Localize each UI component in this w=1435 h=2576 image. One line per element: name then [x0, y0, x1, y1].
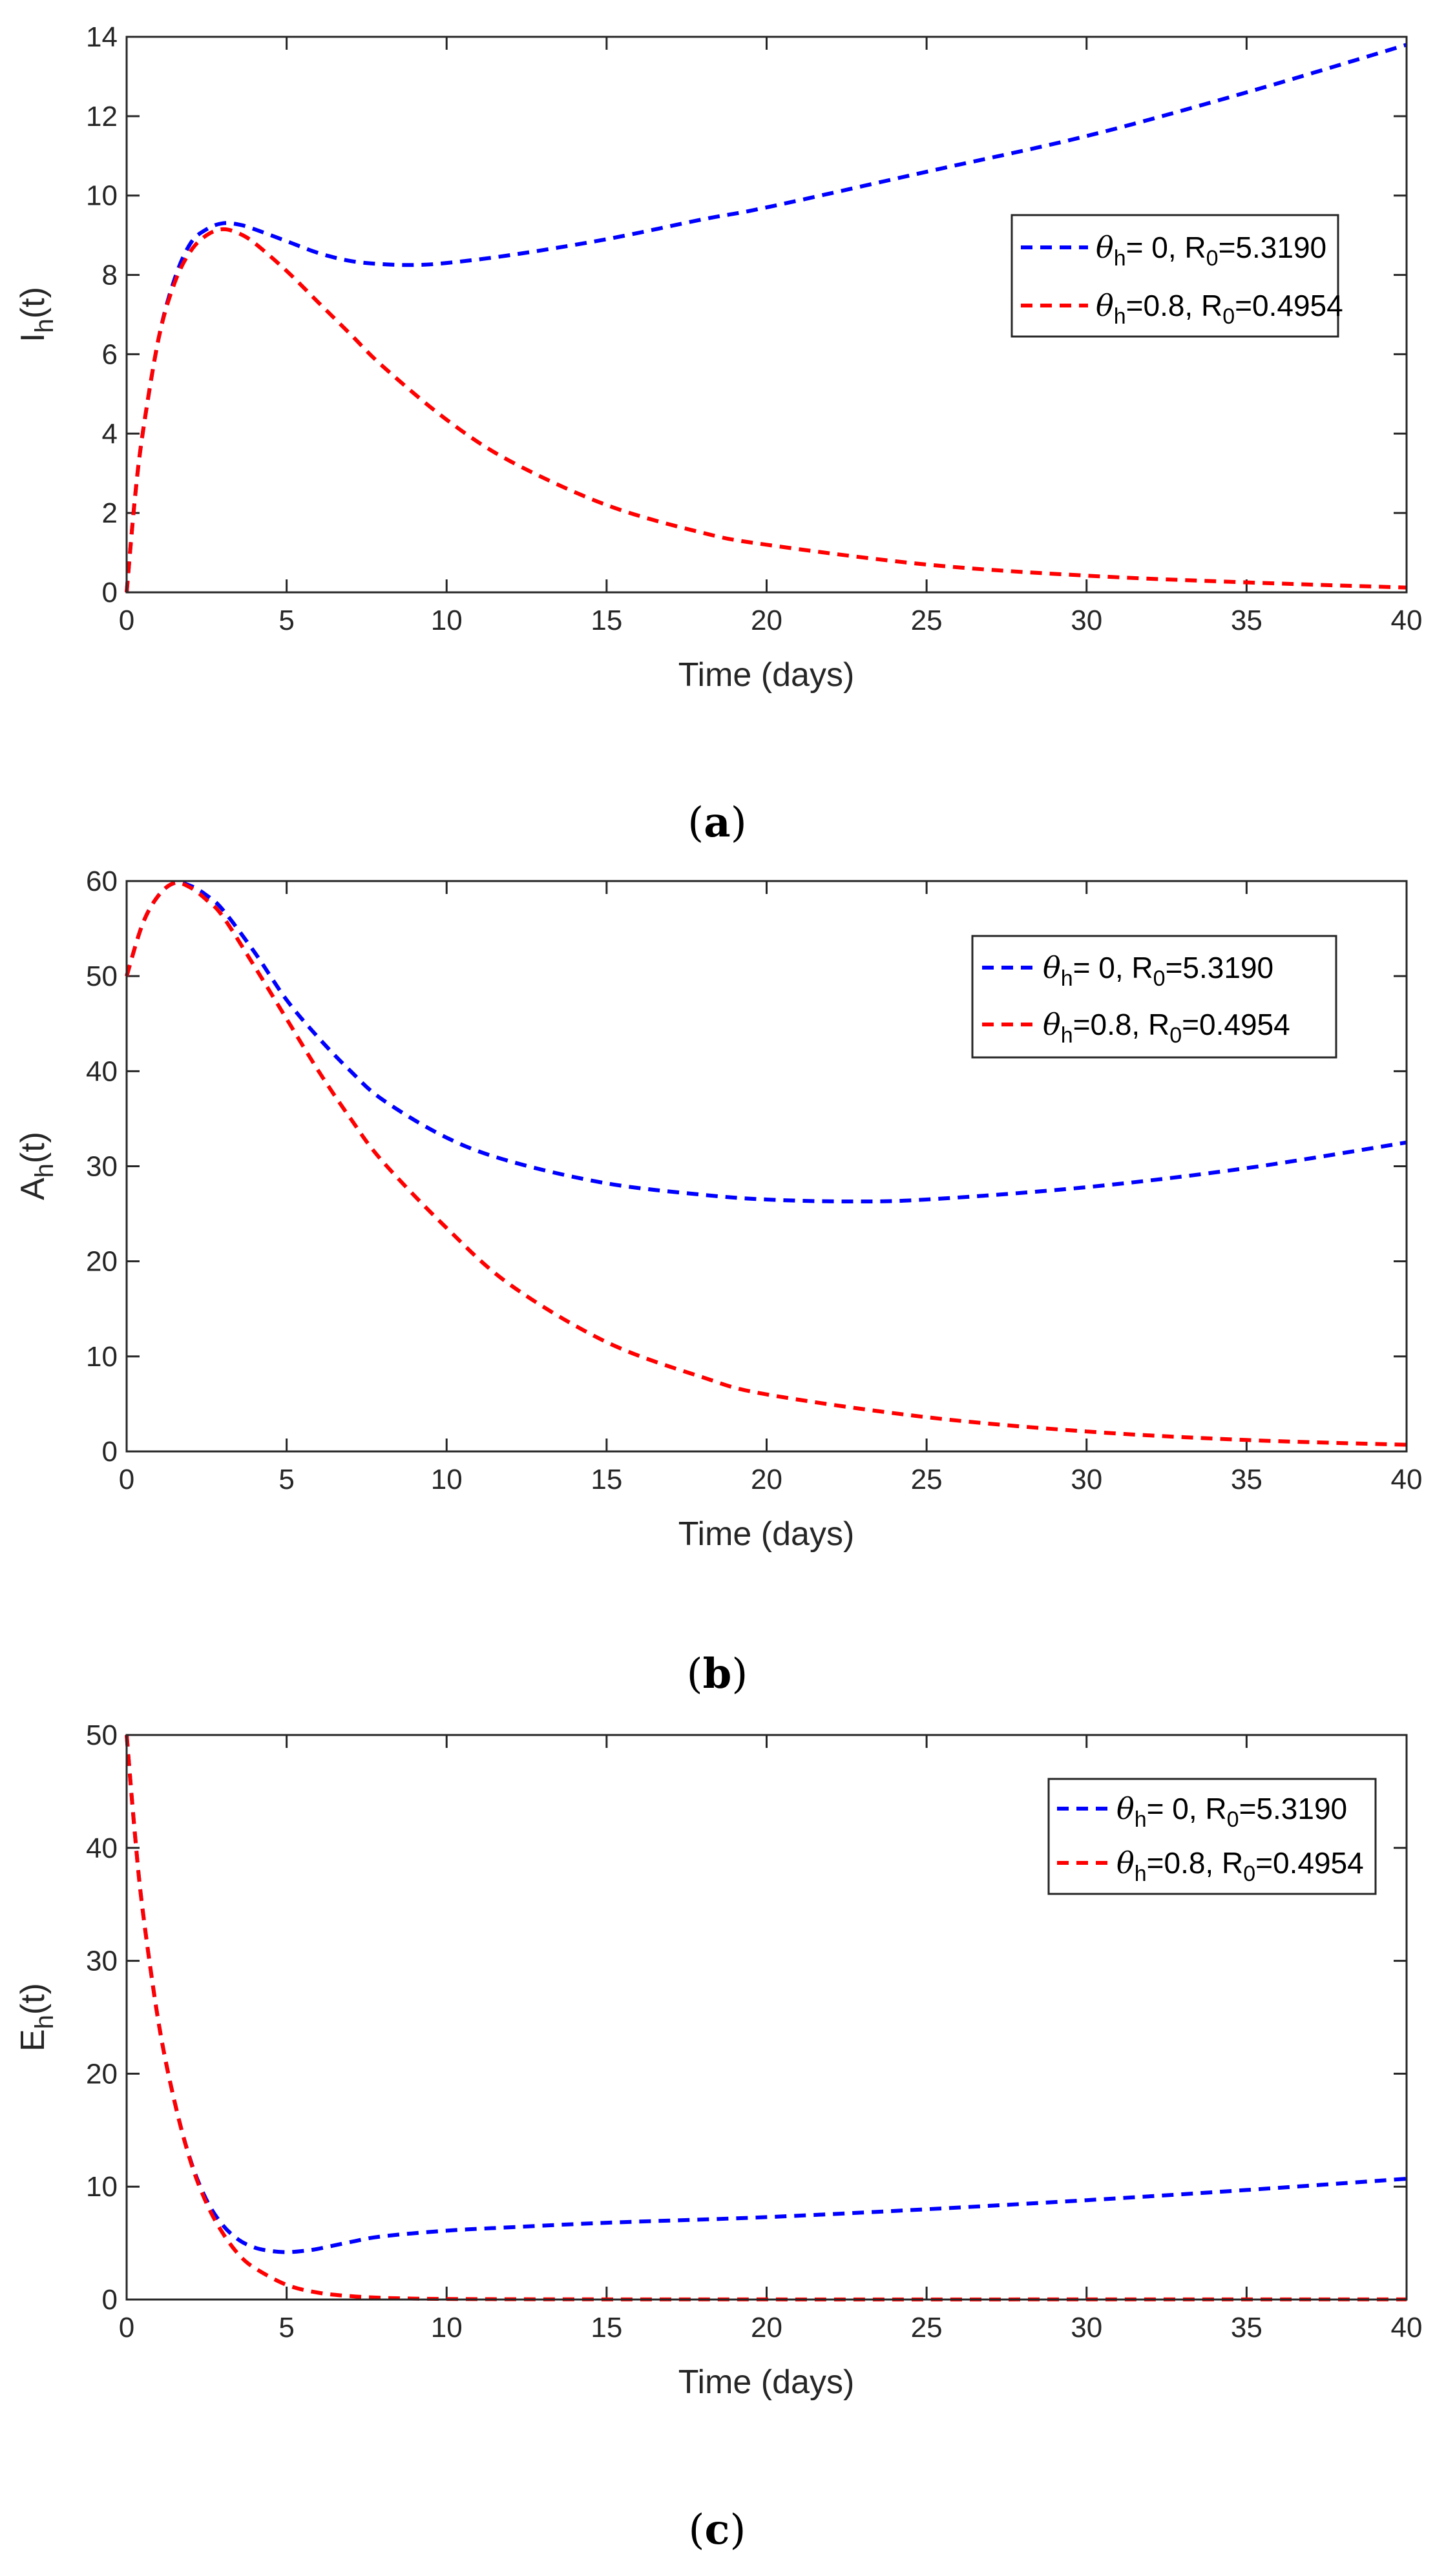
chart-a-axes-box [125, 36, 1408, 594]
chart-c-xtick-label: 0 [119, 2312, 134, 2343]
chart-b-axes-box [125, 880, 1408, 1453]
chart-c-xtick-labels: 0 5 10 15 20 25 30 35 40 [119, 2312, 1423, 2343]
chart-a: 0 5 10 15 20 25 30 35 40 0 2 4 6 8 10 12 14 Time (days)… [14, 21, 1422, 847]
chart-b-ytick-label: 30 [86, 1151, 118, 1183]
chart-a-xtick-label: 10 [431, 605, 463, 636]
chart-a-ytick-label: 12 [86, 101, 118, 132]
chart-a-ytick-label: 2 [102, 497, 118, 529]
chart-c-ytick-label: 10 [86, 2171, 118, 2203]
chart-b-ytick-label: 40 [86, 1055, 118, 1087]
chart-c-xtick-label: 5 [278, 2312, 294, 2343]
chart-a-ytick-label: 6 [102, 338, 118, 370]
chart-b-panel-label: (b) [687, 1650, 748, 1698]
chart-c-legend-box [1047, 1778, 1377, 1895]
chart-c-legend: θh= 0, R0=5.3190 θh=0.8, R0=0.4954 [1047, 1778, 1377, 1895]
chart-b-xtick-label: 25 [911, 1464, 943, 1495]
chart-a-xlabel: Time (days) [678, 656, 855, 694]
chart-b-ytick-label: 0 [102, 1436, 118, 1468]
chart-b-ytick-label: 10 [86, 1341, 118, 1373]
chart-a-ytick-label: 4 [102, 418, 118, 450]
chart-a-legend-label-1: θh= 0, R0=5.3190 [1096, 230, 1326, 271]
chart-b-ytick-labels: 0 10 20 30 40 50 60 [86, 866, 118, 1468]
chart-a-xtick-label: 20 [751, 605, 782, 636]
chart-a-ytick-label: 0 [102, 577, 118, 608]
chart-a-ylabel: Ih(t) [14, 287, 59, 342]
chart-a-legend-label-2: θh=0.8, R0=0.4954 [1096, 288, 1343, 329]
chart-a-ytick-label: 8 [102, 260, 118, 291]
chart-a-ytick-label: 10 [86, 180, 118, 212]
chart-b-xtick-label: 5 [278, 1464, 294, 1495]
chart-c-xtick-label: 35 [1231, 2312, 1262, 2343]
chart-a-xtick-label: 35 [1231, 605, 1262, 636]
chart-b-series-2-line [125, 880, 1407, 1447]
chart-c-ytick-label: 20 [86, 2058, 118, 2090]
chart-c-axes-box [125, 1734, 1408, 2301]
chart-a-legend-box [1011, 214, 1339, 338]
chart-c: 0 5 10 15 20 25 30 35 40 0 10 20 30 40 50 Time (days)… [14, 1719, 1422, 2554]
chart-b-xlabel: Time (days) [678, 1515, 855, 1553]
chart-a-xtick-label: 5 [278, 605, 294, 636]
chart-c-xlabel: Time (days) [678, 2363, 855, 2401]
chart-a-series [125, 43, 1407, 593]
chart-a-xtick-label: 0 [119, 605, 134, 636]
chart-b-ytick-label: 60 [86, 866, 118, 897]
chart-c-xtick-label: 25 [911, 2312, 943, 2343]
chart-c-legend-label-1: θh= 0, R0=5.3190 [1116, 1791, 1347, 1832]
chart-c-xtick-label: 15 [591, 2312, 622, 2343]
chart-b-xtick-label: 35 [1231, 1464, 1262, 1495]
chart-b-xtick-label: 40 [1391, 1464, 1423, 1495]
chart-b-legend-label-1: θh= 0, R0=5.3190 [1043, 950, 1273, 991]
chart-c-ytick-label: 40 [86, 1833, 118, 1864]
chart-b-xtick-label: 15 [591, 1464, 622, 1495]
chart-b-ytick-label: 20 [86, 1246, 118, 1278]
chart-a-xtick-label: 15 [591, 605, 622, 636]
chart-b-legend-label-2: θh=0.8, R0=0.4954 [1043, 1007, 1290, 1048]
chart-c-xtick-label: 20 [751, 2312, 782, 2343]
chart-c-ytick-label: 30 [86, 1946, 118, 1977]
chart-b-legend: θh= 0, R0=5.3190 θh=0.8, R0=0.4954 [971, 935, 1337, 1059]
chart-c-xtick-label: 30 [1071, 2312, 1102, 2343]
chart-a-xtick-label: 30 [1071, 605, 1102, 636]
chart-c-ytick-label: 50 [86, 1719, 118, 1751]
chart-b-xtick-labels: 0 5 10 15 20 25 30 35 40 [119, 1464, 1423, 1495]
chart-b-xtick-label: 0 [119, 1464, 134, 1495]
chart-a-xtick-label: 40 [1391, 605, 1423, 636]
chart-b-ytick-label: 50 [86, 961, 118, 992]
chart-c-ytick-labels: 0 10 20 30 40 50 [86, 1719, 118, 2316]
chart-a-series-2-line [125, 227, 1407, 593]
chart-c-ylabel: Eh(t) [14, 1983, 59, 2051]
chart-b-legend-box [971, 935, 1337, 1059]
chart-c-legend-label-2: θh=0.8, R0=0.4954 [1116, 1845, 1364, 1886]
chart-c-xtick-label: 40 [1391, 2312, 1423, 2343]
chart-b-ylabel: Ah(t) [14, 1132, 59, 1200]
chart-a-legend: θh= 0, R0=5.3190 θh=0.8, R0=0.4954 [1011, 214, 1343, 338]
chart-c-xtick-label: 10 [431, 2312, 463, 2343]
chart-b: 0 5 10 15 20 25 30 35 40 0 10 20 30 40 50 60 Time (day… [14, 866, 1422, 1698]
chart-c-ytick-label: 0 [102, 2284, 118, 2316]
chart-b-xtick-label: 10 [431, 1464, 463, 1495]
chart-a-xtick-labels: 0 5 10 15 20 25 30 35 40 [119, 605, 1423, 636]
chart-a-ytick-label: 14 [86, 21, 118, 53]
chart-a-ytick-labels: 0 2 4 6 8 10 12 14 [86, 21, 118, 608]
chart-b-xtick-label: 30 [1071, 1464, 1102, 1495]
chart-c-panel-label: (c) [689, 2506, 746, 2554]
chart-a-panel-label: (a) [687, 798, 746, 847]
chart-b-xtick-label: 20 [751, 1464, 782, 1495]
chart-b-series [125, 880, 1407, 1447]
chart-a-xtick-label: 25 [911, 605, 943, 636]
chart-b-series-1-line [125, 880, 1407, 1204]
